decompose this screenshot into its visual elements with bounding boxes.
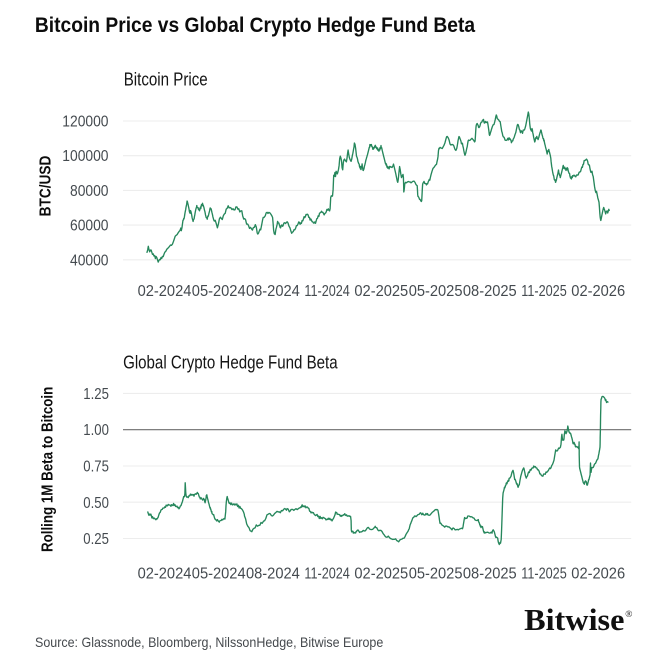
- svg-text:0.50: 0.50: [83, 495, 109, 512]
- svg-text:02-2024: 02-2024: [138, 565, 192, 582]
- svg-text:Rolling 1M Beta to Bitcoin: Rolling 1M Beta to Bitcoin: [39, 387, 56, 552]
- svg-text:0.75: 0.75: [83, 459, 109, 476]
- svg-text:02-2024: 02-2024: [138, 283, 192, 300]
- svg-text:08-2024: 08-2024: [246, 283, 300, 300]
- svg-text:05-2024: 05-2024: [192, 283, 246, 300]
- svg-text:02-2026: 02-2026: [571, 283, 625, 300]
- svg-text:120000: 120000: [62, 114, 108, 131]
- svg-text:05-2024: 05-2024: [192, 565, 246, 582]
- svg-text:80000: 80000: [70, 183, 109, 200]
- svg-text:Global Crypto Hedge Fund Beta: Global Crypto Hedge Fund Beta: [123, 352, 338, 373]
- svg-text:08-2025: 08-2025: [463, 283, 517, 300]
- svg-text:Bitcoin Price vs Global Crypto: Bitcoin Price vs Global Crypto Hedge Fun…: [35, 14, 475, 37]
- svg-text:02-2025: 02-2025: [354, 565, 408, 582]
- svg-text:Bitcoin Price: Bitcoin Price: [124, 68, 208, 89]
- svg-text:11-2025: 11-2025: [521, 565, 567, 582]
- svg-text:1.00: 1.00: [83, 422, 109, 439]
- svg-text:Source: Glassnode, Bloomberg,: Source: Glassnode, Bloomberg, NilssonHed…: [35, 634, 383, 650]
- svg-text:1.25: 1.25: [83, 386, 109, 403]
- svg-text:60000: 60000: [70, 218, 109, 235]
- svg-text:02-2025: 02-2025: [354, 283, 408, 300]
- svg-text:®: ®: [625, 609, 632, 620]
- svg-text:0.25: 0.25: [83, 531, 109, 548]
- svg-text:100000: 100000: [62, 148, 108, 165]
- svg-text:11-2025: 11-2025: [521, 283, 567, 300]
- svg-text:08-2024: 08-2024: [246, 565, 300, 582]
- svg-text:40000: 40000: [70, 252, 109, 269]
- svg-text:05-2025: 05-2025: [409, 283, 463, 300]
- svg-text:05-2025: 05-2025: [409, 565, 463, 582]
- svg-text:11-2024: 11-2024: [304, 565, 350, 582]
- svg-text:08-2025: 08-2025: [463, 565, 517, 582]
- svg-text:BTC/USD: BTC/USD: [37, 156, 54, 217]
- svg-text:02-2026: 02-2026: [571, 565, 625, 582]
- svg-text:11-2024: 11-2024: [304, 283, 350, 300]
- svg-text:Bitwise: Bitwise: [524, 603, 624, 637]
